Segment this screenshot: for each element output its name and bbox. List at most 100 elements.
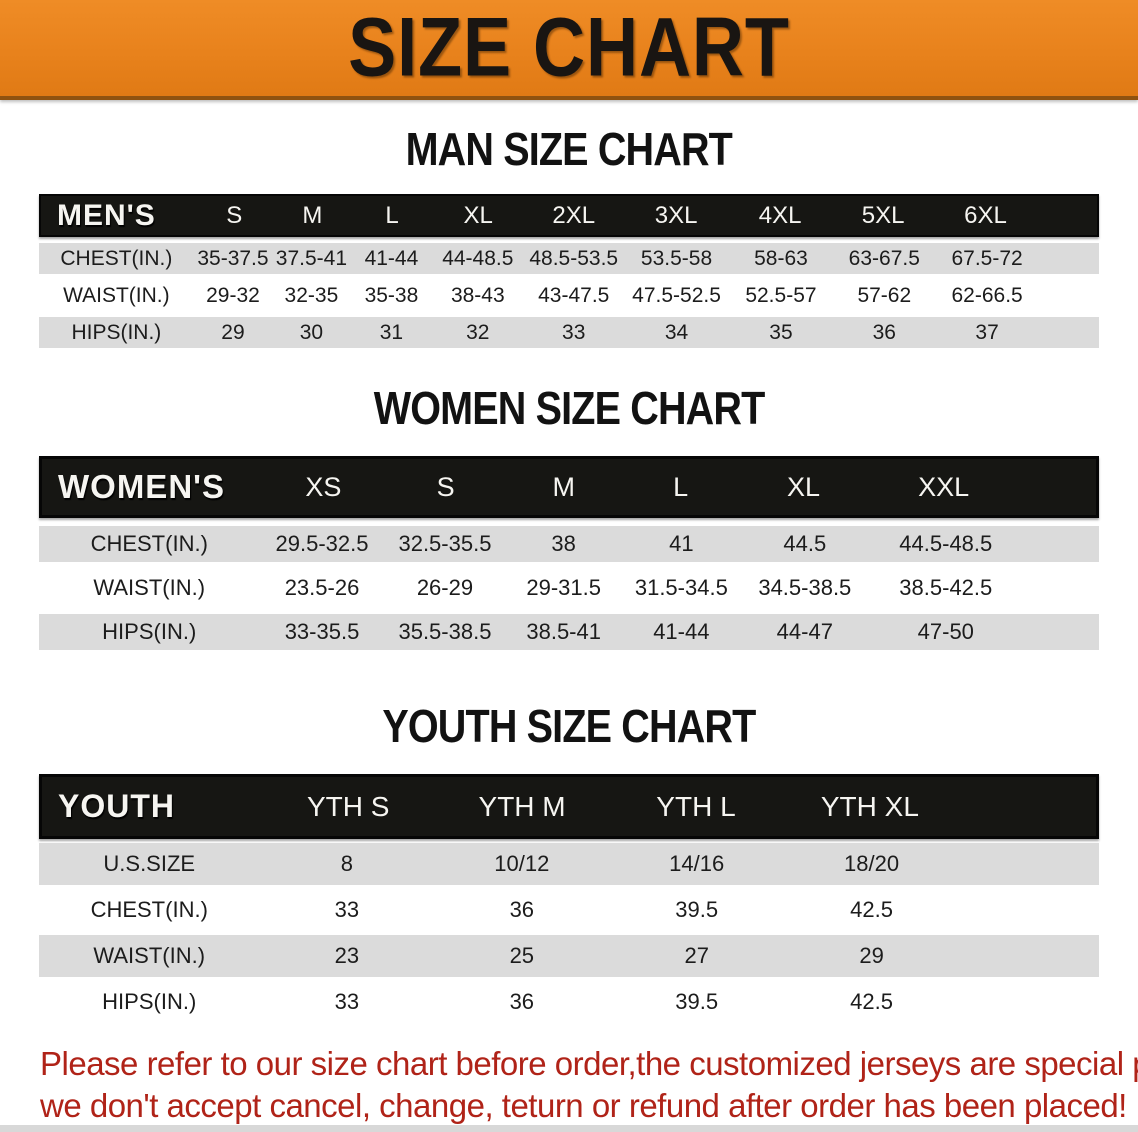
column-header: YTH L: [656, 790, 736, 822]
size-value: 33: [562, 320, 586, 344]
size-value: 29: [859, 943, 884, 968]
table-row: HIPS(IN.) 29 30 31 32 33 34 35 36 37: [39, 317, 1099, 348]
size-value: 32.5-35.5: [398, 531, 492, 556]
men-section-heading: MAN SIZE CHART: [0, 125, 1138, 173]
size-value: 62-66.5: [951, 283, 1023, 307]
size-value: 37: [975, 320, 999, 344]
size-value: 47-50: [917, 619, 974, 644]
men-size-table: MEN'S S M L XL 2XL 3XL 4XL 5XL 6XL CHEST(IN.) 35-37…: [39, 194, 1099, 348]
size-value: 44.5: [783, 531, 827, 556]
table-row: HIPS(IN.) 33-35.5 35.5-38.5 38.5-41 41-44 44-…: [39, 614, 1099, 650]
size-value: 14/16: [669, 851, 725, 876]
size-value: 29: [221, 320, 245, 344]
size-value: 32-35: [284, 283, 339, 307]
row-label: WAIST(IN.): [93, 575, 206, 600]
size-value: 29-31.5: [526, 575, 601, 600]
size-value: 41: [669, 531, 694, 556]
size-value: 33: [334, 897, 360, 922]
row-label: U.S.SIZE: [103, 851, 196, 876]
table-row: HIPS(IN.) 33 36 39.5 42.5: [39, 981, 1099, 1023]
disclaimer-line-1: Please refer to our size chart before or…: [40, 1045, 1138, 1082]
size-value: 31: [379, 320, 404, 344]
column-header: YTH S: [306, 790, 390, 822]
size-value: 47.5-52.5: [632, 283, 721, 307]
size-value: 36: [509, 989, 535, 1014]
size-value: 8: [340, 851, 354, 876]
bottom-edge-strip: [0, 1125, 1138, 1132]
size-value: 26-29: [416, 575, 474, 600]
size-value: 33: [334, 989, 360, 1014]
column-header: XL: [786, 471, 820, 502]
women-section-heading-text: WOMEN SIZE CHART: [373, 382, 765, 434]
size-value: 35-38: [364, 283, 419, 307]
column-header: 2XL: [552, 201, 596, 229]
youth-size-section: YOUTH SIZE CHART YOUTH YTH S YTH M YTH L YTH…: [0, 702, 1138, 1023]
size-value: 44-47: [776, 619, 833, 644]
table-header-row: MEN'S S M L XL 2XL 3XL 4XL 5XL 6XL: [39, 194, 1099, 237]
size-value: 41-44: [653, 619, 710, 644]
table-header-label: WOMEN'S: [58, 468, 226, 505]
column-header: M: [302, 201, 323, 229]
size-value: 32: [466, 320, 490, 344]
size-value: 33-35.5: [284, 619, 360, 644]
size-value: 48.5-53.5: [529, 246, 619, 270]
size-value: 34: [664, 320, 689, 344]
table-row: WAIST(IN.) 29-32 32-35 35-38 38-43 43-47.5 47.…: [39, 280, 1099, 311]
column-header: S: [436, 471, 455, 502]
order-disclaimer: Please refer to our size chart before or…: [40, 1043, 1138, 1127]
column-header: YTH M: [478, 790, 566, 822]
size-value: 67.5-72: [951, 246, 1023, 270]
column-header: XL: [463, 201, 493, 229]
women-size-table: WOMEN'S XS S M L XL XXL CHEST(IN.) 29.5-32.5 32.5…: [39, 456, 1099, 650]
size-value: 58-63: [754, 246, 808, 270]
column-header: M: [552, 471, 575, 502]
size-value: 18/20: [844, 851, 900, 876]
column-header: L: [673, 471, 689, 502]
youth-size-table: YOUTH YTH S YTH M YTH L YTH XL U.S.SIZE 8 10/12…: [39, 774, 1099, 1023]
size-value: 38.5-41: [526, 619, 601, 644]
row-label: HIPS(IN.): [102, 619, 197, 644]
size-value: 39.5: [675, 897, 719, 922]
table-row: CHEST(IN.) 35-37.5 37.5-41 41-44 44-48.5 48.5…: [39, 243, 1099, 274]
size-value: 36: [872, 320, 896, 344]
women-section-heading: WOMEN SIZE CHART: [0, 384, 1138, 432]
size-value: 35: [769, 320, 793, 344]
size-value: 10/12: [494, 851, 550, 876]
size-value: 38-43: [450, 283, 505, 307]
column-header: 3XL: [654, 201, 698, 229]
youth-section-heading: YOUTH SIZE CHART: [0, 702, 1138, 750]
size-value: 63-67.5: [848, 246, 920, 270]
column-header: XS: [305, 471, 342, 502]
size-value: 43-47.5: [538, 283, 610, 307]
women-size-section: WOMEN SIZE CHART WOMEN'S XS S M L XL XXL CHEST(…: [0, 384, 1138, 650]
size-value: 37.5-41: [275, 246, 348, 270]
size-value: 57-62: [857, 283, 912, 307]
size-value: 27: [684, 943, 709, 968]
size-value: 34.5-38.5: [758, 575, 852, 600]
row-label: WAIST(IN.): [93, 943, 206, 968]
size-value: 41-44: [364, 246, 419, 270]
size-value: 35.5-38.5: [398, 619, 492, 644]
men-section-heading-text: MAN SIZE CHART: [405, 123, 733, 175]
size-value: 38: [551, 531, 576, 556]
size-value: 36: [509, 897, 535, 922]
table-header-label: YOUTH: [58, 788, 175, 824]
men-size-section: MAN SIZE CHART MEN'S S M L XL 2XL 3XL 4XL 5XL 6XL…: [0, 125, 1138, 348]
table-row: WAIST(IN.) 23.5-26 26-29 29-31.5 31.5-34.5 34…: [39, 570, 1099, 606]
table-header-label: MEN'S: [57, 198, 156, 232]
table-row: WAIST(IN.) 23 25 27 29: [39, 935, 1099, 977]
table-row: CHEST(IN.) 33 36 39.5 42.5: [39, 889, 1099, 931]
size-value: 23.5-26: [284, 575, 360, 600]
column-header: XXL: [918, 471, 970, 502]
column-header: 4XL: [758, 201, 802, 229]
size-value: 44-48.5: [442, 246, 514, 270]
column-header: 6XL: [964, 201, 1007, 229]
size-value: 38.5-42.5: [899, 575, 993, 600]
table-row: CHEST(IN.) 29.5-32.5 32.5-35.5 38 41 44.5 44.5…: [39, 526, 1099, 562]
size-value: 31.5-34.5: [634, 575, 728, 600]
table-header-row: WOMEN'S XS S M L XL XXL: [39, 456, 1099, 518]
size-chart-banner: SIZE CHART: [0, 0, 1138, 100]
size-value: 29.5-32.5: [275, 531, 369, 556]
size-value: 42.5: [850, 897, 893, 922]
table-header-row: YOUTH YTH S YTH M YTH L YTH XL: [39, 774, 1099, 839]
